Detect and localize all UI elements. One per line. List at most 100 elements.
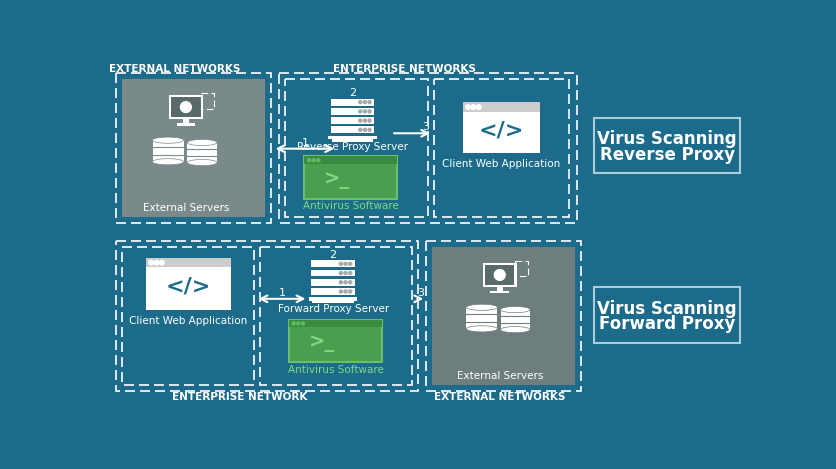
Text: >_: >_	[308, 333, 334, 352]
Bar	[259, 247, 412, 385]
Bar	[312, 288, 354, 295]
Bar	[122, 79, 265, 217]
Bar	[329, 136, 376, 139]
Bar	[331, 126, 375, 133]
Ellipse shape	[466, 304, 497, 310]
Text: Virus Scanning: Virus Scanning	[598, 130, 737, 149]
Bar	[331, 108, 375, 115]
Bar	[145, 258, 231, 267]
Bar	[304, 156, 397, 164]
Text: 1: 1	[302, 137, 308, 148]
Bar	[466, 307, 497, 329]
Text: ENTERPRISE NETWORKS: ENTERPRISE NETWORKS	[333, 64, 476, 74]
Circle shape	[359, 100, 362, 104]
Ellipse shape	[152, 159, 184, 165]
Bar	[312, 301, 354, 303]
Ellipse shape	[466, 326, 497, 332]
Circle shape	[364, 129, 366, 131]
Circle shape	[364, 110, 366, 113]
Circle shape	[344, 290, 347, 293]
Circle shape	[344, 262, 347, 265]
Bar	[152, 140, 184, 162]
Circle shape	[368, 100, 371, 104]
Bar	[331, 98, 375, 106]
Text: Antivirus Software: Antivirus Software	[303, 201, 399, 212]
Circle shape	[154, 260, 159, 265]
Text: Antivirus Software: Antivirus Software	[288, 365, 384, 376]
Bar	[462, 103, 540, 152]
Text: ENTERPRISE NETWORK: ENTERPRISE NETWORK	[172, 393, 308, 402]
Bar	[497, 287, 502, 291]
Circle shape	[339, 281, 343, 284]
Bar	[116, 73, 271, 223]
Text: 2: 2	[349, 88, 356, 98]
Bar	[176, 123, 195, 126]
Circle shape	[359, 119, 362, 122]
Circle shape	[160, 260, 164, 265]
Text: Forward Proxy: Forward Proxy	[599, 315, 736, 333]
Text: </>: </>	[166, 277, 211, 297]
Bar	[434, 79, 569, 217]
Bar	[183, 120, 189, 123]
Circle shape	[359, 129, 362, 131]
Bar	[201, 93, 214, 109]
Circle shape	[149, 260, 153, 265]
Bar	[279, 73, 577, 223]
Bar	[594, 118, 740, 174]
Circle shape	[368, 110, 371, 113]
Text: 3: 3	[423, 122, 430, 132]
Circle shape	[477, 105, 482, 109]
Bar	[462, 103, 540, 112]
Text: </>: </>	[479, 120, 524, 140]
Circle shape	[368, 129, 371, 131]
Circle shape	[349, 281, 352, 284]
Text: EXTERNAL NETWORKS: EXTERNAL NETWORKS	[434, 393, 565, 402]
Bar	[594, 287, 740, 343]
Bar	[171, 97, 201, 117]
Bar	[169, 95, 203, 120]
Ellipse shape	[501, 307, 530, 313]
Bar	[515, 261, 528, 277]
Ellipse shape	[187, 159, 217, 166]
Bar	[285, 79, 428, 217]
Text: 3: 3	[417, 287, 424, 298]
Text: Client Web Application: Client Web Application	[129, 316, 247, 326]
Circle shape	[494, 270, 505, 280]
Bar	[332, 139, 374, 142]
Circle shape	[368, 119, 371, 122]
Circle shape	[301, 322, 304, 325]
Bar	[309, 297, 357, 301]
Bar	[145, 258, 231, 310]
Text: Forward Proxy Server: Forward Proxy Server	[278, 304, 389, 314]
Circle shape	[349, 262, 352, 265]
Circle shape	[339, 290, 343, 293]
Bar	[312, 270, 354, 277]
Ellipse shape	[152, 137, 184, 144]
Text: >_: >_	[324, 170, 350, 189]
Text: 2: 2	[329, 250, 337, 260]
Circle shape	[339, 262, 343, 265]
Text: EXTERNAL NETWORKS: EXTERNAL NETWORKS	[109, 64, 240, 74]
Bar	[304, 156, 397, 199]
Circle shape	[317, 159, 320, 162]
Text: Virus Scanning: Virus Scanning	[598, 300, 737, 318]
Circle shape	[364, 100, 366, 104]
Circle shape	[466, 105, 471, 109]
Circle shape	[339, 272, 343, 274]
Text: Reverse Proxy: Reverse Proxy	[599, 146, 735, 164]
Bar	[491, 291, 509, 294]
Bar	[312, 260, 354, 267]
Bar	[312, 279, 354, 286]
Bar	[485, 265, 514, 285]
Bar	[331, 117, 375, 124]
Bar	[116, 241, 418, 391]
Circle shape	[308, 159, 311, 162]
Text: External Servers: External Servers	[456, 371, 543, 381]
Circle shape	[364, 119, 366, 122]
Ellipse shape	[501, 326, 530, 333]
Text: Reverse Proxy Server: Reverse Proxy Server	[297, 142, 408, 152]
Circle shape	[297, 322, 300, 325]
Bar	[289, 319, 382, 327]
Circle shape	[471, 105, 476, 109]
Text: Client Web Application: Client Web Application	[442, 159, 560, 169]
